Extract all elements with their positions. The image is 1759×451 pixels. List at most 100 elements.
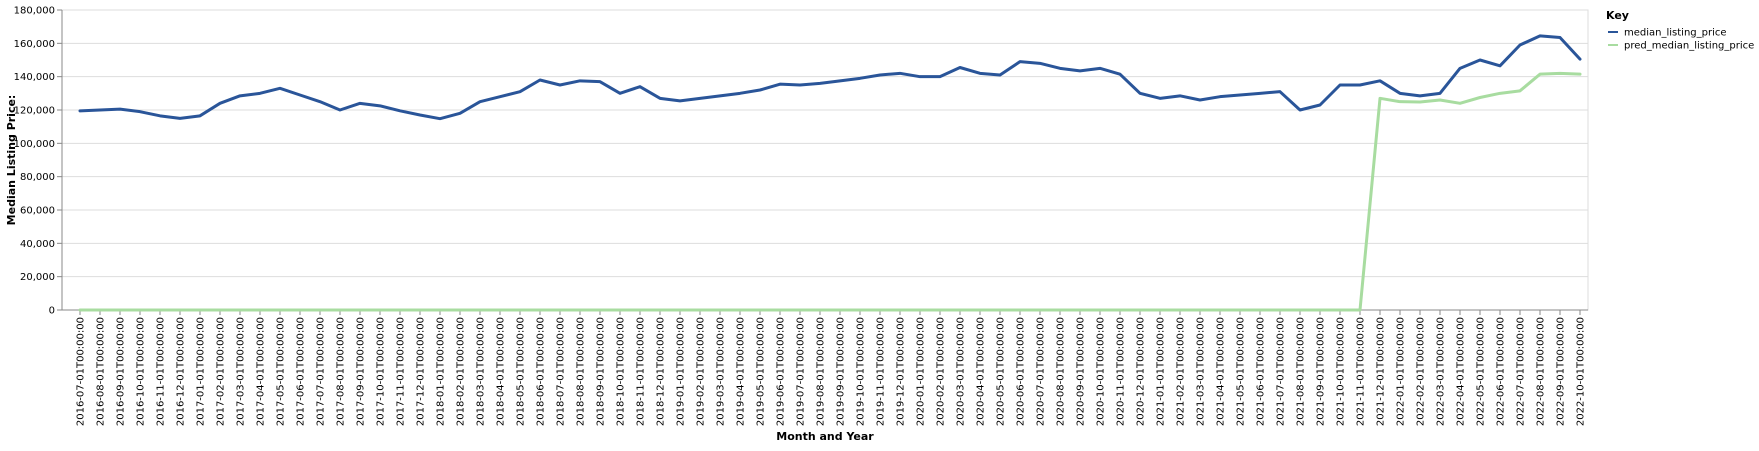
data-point xyxy=(1359,309,1361,311)
x-tick-label: 2020-06-01T00:00:00 xyxy=(1016,317,1027,426)
data-point xyxy=(219,309,221,311)
x-tick-label: 2018-12-01T00:00:00 xyxy=(656,317,667,426)
data-point xyxy=(879,309,881,311)
x-tick-label: 2021-08-01T00:00:00 xyxy=(1296,317,1307,426)
x-tick-label: 2020-01-01T00:00:00 xyxy=(916,317,927,426)
x-tick-label: 2022-01-01T00:00:00 xyxy=(1396,317,1407,426)
data-point xyxy=(439,309,441,311)
y-tick-label: 20,000 xyxy=(20,272,55,283)
data-point xyxy=(1559,72,1561,75)
data-point xyxy=(139,110,141,113)
x-tick-label: 2018-09-01T00:00:00 xyxy=(596,317,607,426)
x-tick-label: 2017-12-01T00:00:00 xyxy=(416,317,427,426)
x-tick-label: 2018-01-01T00:00:00 xyxy=(436,317,447,426)
data-point xyxy=(899,72,901,75)
data-point xyxy=(439,117,441,120)
data-point xyxy=(1319,309,1321,311)
data-point xyxy=(559,84,561,86)
data-point xyxy=(539,79,541,81)
data-point xyxy=(859,309,861,311)
x-tick-label: 2017-03-01T00:00:00 xyxy=(236,317,247,426)
x-tick-label: 2019-11-01T00:00:00 xyxy=(876,317,887,426)
data-point xyxy=(699,309,701,311)
x-tick-label: 2021-11-01T00:00:00 xyxy=(1356,317,1367,426)
data-point xyxy=(279,309,281,311)
data-point xyxy=(639,309,641,311)
data-point xyxy=(1539,73,1541,75)
data-point xyxy=(919,75,921,78)
data-point xyxy=(699,97,701,100)
data-point xyxy=(239,95,241,97)
x-tick-label: 2019-01-01T00:00:00 xyxy=(676,317,687,426)
data-point xyxy=(319,100,321,103)
data-point xyxy=(79,309,81,311)
data-point xyxy=(979,309,981,311)
plot-frame xyxy=(61,9,1589,311)
data-point xyxy=(879,74,881,76)
data-point xyxy=(319,309,321,311)
series-line-pred_median_listing_price xyxy=(78,71,1582,312)
data-point xyxy=(1559,36,1561,39)
data-point xyxy=(399,110,401,112)
data-point xyxy=(279,87,281,90)
x-tick-label: 2018-11-01T00:00:00 xyxy=(636,317,647,426)
data-point xyxy=(1479,59,1481,61)
x-tick-label: 2020-03-01T00:00:00 xyxy=(956,317,967,426)
x-tick-label: 2021-12-01T00:00:00 xyxy=(1376,317,1387,426)
data-point xyxy=(139,309,141,311)
y-tick-label: 140,000 xyxy=(14,72,55,83)
data-point xyxy=(1379,97,1381,100)
data-point xyxy=(1239,309,1241,311)
data-point xyxy=(159,115,161,117)
x-tick-label: 2022-07-01T00:00:00 xyxy=(1516,317,1527,426)
data-point xyxy=(1399,92,1401,95)
data-point xyxy=(99,109,101,111)
data-point xyxy=(259,92,261,95)
x-tick-label: 2018-05-01T00:00:00 xyxy=(516,317,527,426)
data-point xyxy=(739,92,741,95)
data-point xyxy=(219,102,221,105)
data-point xyxy=(1459,102,1461,105)
data-point xyxy=(1159,309,1161,311)
data-point xyxy=(1459,67,1461,70)
data-point xyxy=(719,309,721,311)
data-point xyxy=(539,309,541,311)
x-tick-label: 2019-03-01T00:00:00 xyxy=(716,317,727,426)
x-tick-label: 2020-04-01T00:00:00 xyxy=(976,317,987,426)
data-point xyxy=(819,82,821,85)
x-tick-label: 2017-09-01T00:00:00 xyxy=(356,317,367,426)
data-point xyxy=(459,309,461,311)
data-point xyxy=(719,95,721,97)
x-tick-label: 2020-08-01T00:00:00 xyxy=(1056,317,1067,426)
data-point xyxy=(1059,67,1061,70)
data-point xyxy=(939,75,941,78)
data-point xyxy=(599,80,601,83)
x-tick-label: 2020-10-01T00:00:00 xyxy=(1096,317,1107,426)
x-tick-label: 2016-08-01T00:00:00 xyxy=(96,317,107,426)
x-tick-label: 2016-07-01T00:00:00 xyxy=(76,317,87,426)
data-point xyxy=(999,309,1001,311)
x-tick-label: 2022-02-01T00:00:00 xyxy=(1416,317,1427,426)
x-tick-label: 2016-11-01T00:00:00 xyxy=(156,317,167,426)
data-point xyxy=(239,309,241,311)
data-point xyxy=(1139,92,1141,95)
data-point xyxy=(1579,58,1581,60)
data-point xyxy=(1359,84,1361,86)
data-point xyxy=(1419,101,1421,103)
data-point xyxy=(579,80,581,82)
data-point xyxy=(619,92,621,95)
data-point xyxy=(1199,309,1201,311)
data-point xyxy=(479,309,481,311)
x-tick-label: 2017-05-01T00:00:00 xyxy=(276,317,287,426)
data-point xyxy=(1319,104,1321,106)
data-point xyxy=(459,112,461,115)
data-point xyxy=(959,309,961,311)
data-point xyxy=(1099,67,1101,70)
data-point xyxy=(839,80,841,82)
series-line-median_listing_price xyxy=(78,34,1582,121)
data-point xyxy=(1139,309,1141,311)
data-point xyxy=(1039,309,1041,311)
data-point xyxy=(1299,109,1301,111)
data-point xyxy=(339,309,341,311)
